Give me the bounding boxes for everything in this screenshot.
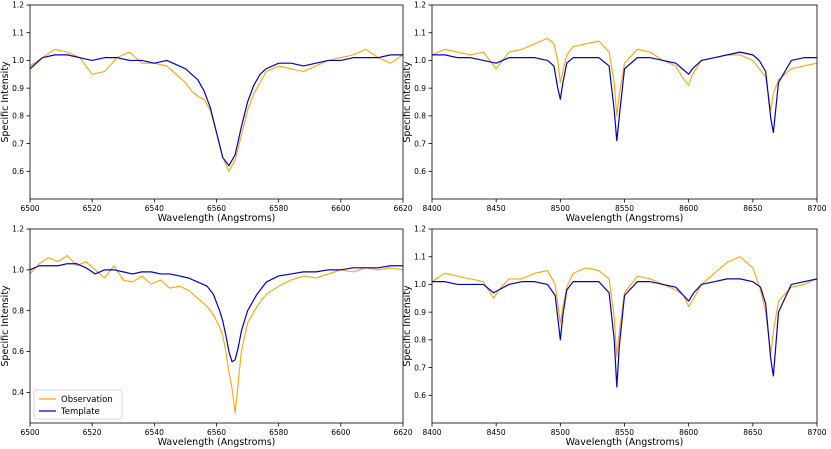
x-tick-label: 6520 <box>83 204 102 213</box>
y-tick-label: 0.6 <box>12 167 24 176</box>
x-tick-label: 8600 <box>679 428 698 437</box>
x-tick-label: 6620 <box>393 204 412 213</box>
y-axis-label: Specific Intensity <box>0 61 11 143</box>
chart-panel-1: 6500 6520 6540 6560 6580 6600 6620 0.6 0.7 0.8 0.9… <box>0 1 413 224</box>
chart-panel-3: 6500 6520 6540 6560 6580 6600 6620 0.4 0.6 0.8 1.0… <box>0 225 413 448</box>
legend-label-observation: Observation <box>61 395 113 405</box>
y-tick-label: 0.6 <box>12 347 24 356</box>
y-axis-label: Specific Intensity <box>402 61 413 143</box>
series-line-template <box>432 51 817 142</box>
y-tick-label: 0.8 <box>12 112 24 121</box>
x-tick-label: 6580 <box>269 428 288 437</box>
x-tick-label: 8500 <box>551 428 570 437</box>
x-tick-label: 6520 <box>83 428 102 437</box>
x-tick-label: 6600 <box>331 204 350 213</box>
x-tick-label: 6540 <box>145 204 164 213</box>
x-tick-label: 8600 <box>679 204 698 213</box>
series-line-observation <box>30 255 403 414</box>
y-axis-label: Specific Intensity <box>0 285 11 367</box>
y-tick-label: 1.2 <box>12 225 24 234</box>
x-tick-label: 6560 <box>207 204 226 213</box>
y-tick-label: 0.7 <box>414 139 426 148</box>
plot-frame <box>431 4 818 200</box>
x-axis-label: Wavelength (Angstroms) <box>566 213 684 224</box>
legend: Observation Template <box>33 389 123 420</box>
y-tick-label: 0.4 <box>12 388 24 397</box>
y-tick-label: 0.8 <box>12 306 24 315</box>
x-tick-label: 6620 <box>393 428 412 437</box>
x-tick-label: 8550 <box>615 204 634 213</box>
y-tick-label: 0.8 <box>414 336 426 345</box>
y-tick-label: 1.0 <box>12 56 24 65</box>
x-tick-label: 6580 <box>269 204 288 213</box>
x-tick-label: 8400 <box>422 204 441 213</box>
x-tick-label: 6600 <box>331 428 350 437</box>
y-tick-label: 1.1 <box>414 28 426 37</box>
y-tick-label: 1.0 <box>414 56 426 65</box>
x-tick-label: 8450 <box>487 204 506 213</box>
x-tick-label: 6500 <box>20 204 39 213</box>
y-tick-label: 1.2 <box>414 225 426 234</box>
y-tick-label: 1.2 <box>12 1 24 10</box>
series-line-observation <box>30 48 403 172</box>
y-tick-label: 1.0 <box>12 266 24 275</box>
x-tick-label: 6560 <box>207 428 226 437</box>
y-tick-label: 0.8 <box>414 112 426 121</box>
series-line-template <box>432 278 817 388</box>
series-line-template <box>30 54 403 167</box>
y-tick-label: 0.9 <box>414 308 426 317</box>
y-tick-label: 0.6 <box>414 391 426 400</box>
y-tick-label: 0.9 <box>414 84 426 93</box>
y-tick-label: 0.7 <box>414 363 426 372</box>
y-tick-label: 0.6 <box>414 167 426 176</box>
series-line-observation <box>432 256 817 358</box>
chart-panel-2: 8400 8450 8500 8550 8600 8650 8700 0.6 0.7 0.8 0.9… <box>402 1 827 224</box>
x-tick-label: 8650 <box>743 428 762 437</box>
y-tick-label: 1.1 <box>12 28 24 37</box>
series-line-template <box>30 263 403 363</box>
x-axis-label: Wavelength (Angstroms) <box>566 437 684 448</box>
legend-label-template: Template <box>60 407 100 417</box>
series-line-observation <box>432 37 817 117</box>
x-tick-label: 8500 <box>551 204 570 213</box>
y-tick-label: 1.2 <box>414 1 426 10</box>
x-axis-label: Wavelength (Angstroms) <box>158 437 276 448</box>
plot-frame <box>29 4 404 200</box>
y-tick-label: 0.7 <box>12 139 24 148</box>
y-tick-label: 1.0 <box>414 280 426 289</box>
x-tick-label: 8650 <box>743 204 762 213</box>
plot-frame <box>431 228 818 424</box>
y-tick-label: 0.9 <box>12 84 24 93</box>
x-tick-label: 8450 <box>487 428 506 437</box>
y-axis-label: Specific Intensity <box>402 285 413 367</box>
x-tick-label: 6540 <box>145 428 164 437</box>
x-tick-label: 8400 <box>422 428 441 437</box>
legend-box <box>33 389 123 420</box>
y-tick-label: 1.1 <box>414 252 426 261</box>
x-tick-label: 6500 <box>20 428 39 437</box>
x-axis-label: Wavelength (Angstroms) <box>158 213 276 224</box>
chart-panel-4: 8400 8450 8500 8550 8600 8650 8700 0.6 0.7 0.8 0.9… <box>402 225 827 448</box>
x-tick-label: 8550 <box>615 428 634 437</box>
x-tick-label: 8700 <box>807 204 826 213</box>
x-tick-label: 8700 <box>807 428 826 437</box>
